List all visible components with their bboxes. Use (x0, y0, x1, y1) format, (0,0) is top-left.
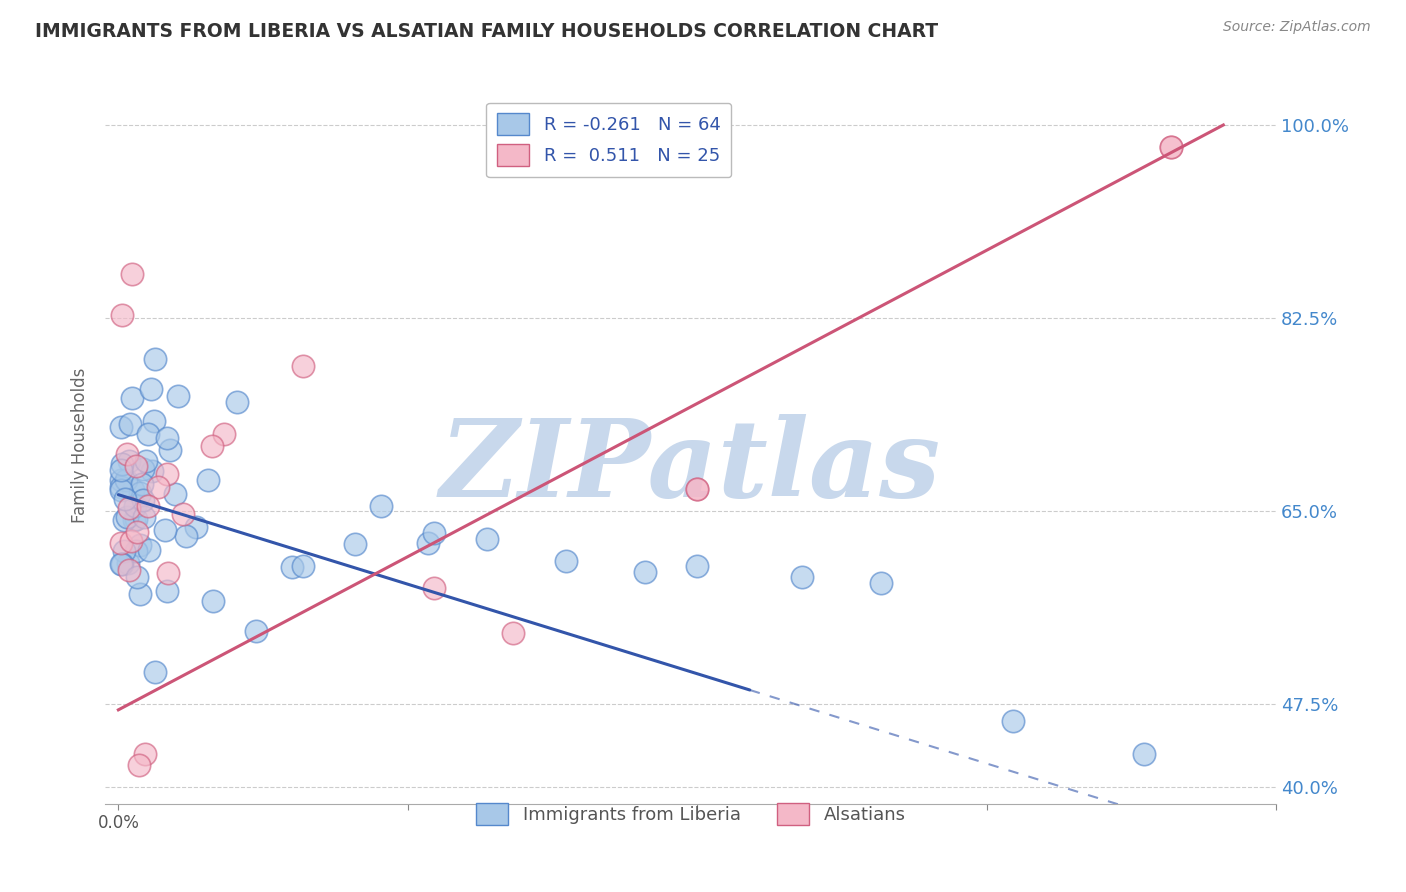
Point (118, 500, 141, 515)
Point (686, 482, 709, 496)
Point (143, 414, 166, 428)
Point (112, 544, 135, 558)
Point (686, 559, 709, 574)
Point (146, 480, 169, 494)
Point (423, 582, 446, 596)
Point (143, 351, 166, 366)
Point (157, 566, 180, 581)
Point (110, 420, 132, 434)
Point (132, 461, 155, 475)
Point (110, 463, 132, 477)
Point (118, 454, 141, 468)
Point (143, 665, 166, 679)
Point (127, 524, 149, 539)
Point (225, 395, 247, 409)
Point (416, 536, 439, 550)
Point (212, 427, 235, 442)
Point (128, 485, 150, 500)
Point (115, 509, 138, 524)
Point (117, 556, 139, 570)
Point (110, 309, 132, 323)
Point (120, 534, 142, 549)
Point (111, 557, 134, 571)
Point (114, 473, 136, 487)
Point (163, 486, 186, 500)
Point (114, 491, 136, 506)
Text: ZIPatlas: ZIPatlas (440, 414, 941, 519)
Point (135, 454, 157, 468)
Legend: Immigrants from Liberia, Alsatians: Immigrants from Liberia, Alsatians (467, 794, 915, 834)
Point (201, 439, 224, 453)
Point (153, 524, 176, 538)
Point (475, 532, 498, 546)
Point (172, 507, 194, 521)
Point (122, 513, 145, 527)
Point (124, 511, 146, 525)
Point (132, 492, 155, 507)
Point (110, 473, 132, 487)
Point (131, 477, 153, 491)
Point (186, 519, 208, 533)
Point (156, 583, 179, 598)
Point (128, 758, 150, 772)
Point (134, 747, 156, 761)
Point (344, 537, 367, 551)
Point (117, 447, 139, 461)
Point (112, 513, 135, 527)
Text: IMMIGRANTS FROM LIBERIA VS ALSATIAN FAMILY HOUSEHOLDS CORRELATION CHART: IMMIGRANTS FROM LIBERIA VS ALSATIAN FAMI… (35, 22, 938, 41)
Point (167, 389, 190, 403)
Point (124, 499, 146, 513)
Point (138, 543, 160, 558)
Point (156, 432, 179, 446)
Point (291, 359, 314, 374)
Point (110, 536, 132, 550)
Point (633, 565, 655, 579)
Point (110, 480, 132, 494)
Point (370, 499, 392, 513)
Point (121, 267, 143, 281)
Point (125, 458, 148, 473)
Point (122, 483, 145, 497)
Point (134, 509, 156, 524)
Point (423, 526, 446, 541)
Point (136, 499, 159, 513)
Point (1001, 714, 1024, 728)
Point (174, 529, 197, 543)
Point (139, 382, 162, 396)
Point (202, 594, 225, 608)
Point (686, 482, 709, 496)
Point (245, 624, 267, 639)
Point (127, 570, 149, 584)
Point (111, 457, 134, 471)
Point (136, 426, 159, 441)
Point (291, 559, 314, 574)
Point (118, 417, 141, 432)
Point (1133, 747, 1156, 761)
Point (1160, 140, 1182, 154)
Point (792, 570, 814, 584)
Point (554, 554, 576, 568)
Point (121, 391, 143, 405)
Y-axis label: Family Households: Family Households (72, 368, 89, 523)
Point (159, 442, 181, 457)
Point (502, 625, 524, 640)
Point (129, 587, 152, 601)
Point (124, 544, 146, 558)
Text: Source: ZipAtlas.com: Source: ZipAtlas.com (1223, 20, 1371, 34)
Point (281, 560, 304, 574)
Point (1160, 140, 1182, 154)
Point (110, 483, 132, 498)
Point (197, 474, 219, 488)
Point (110, 558, 132, 572)
Point (141, 464, 163, 478)
Point (128, 538, 150, 552)
Point (156, 467, 179, 482)
Point (870, 576, 893, 591)
Point (118, 563, 141, 577)
